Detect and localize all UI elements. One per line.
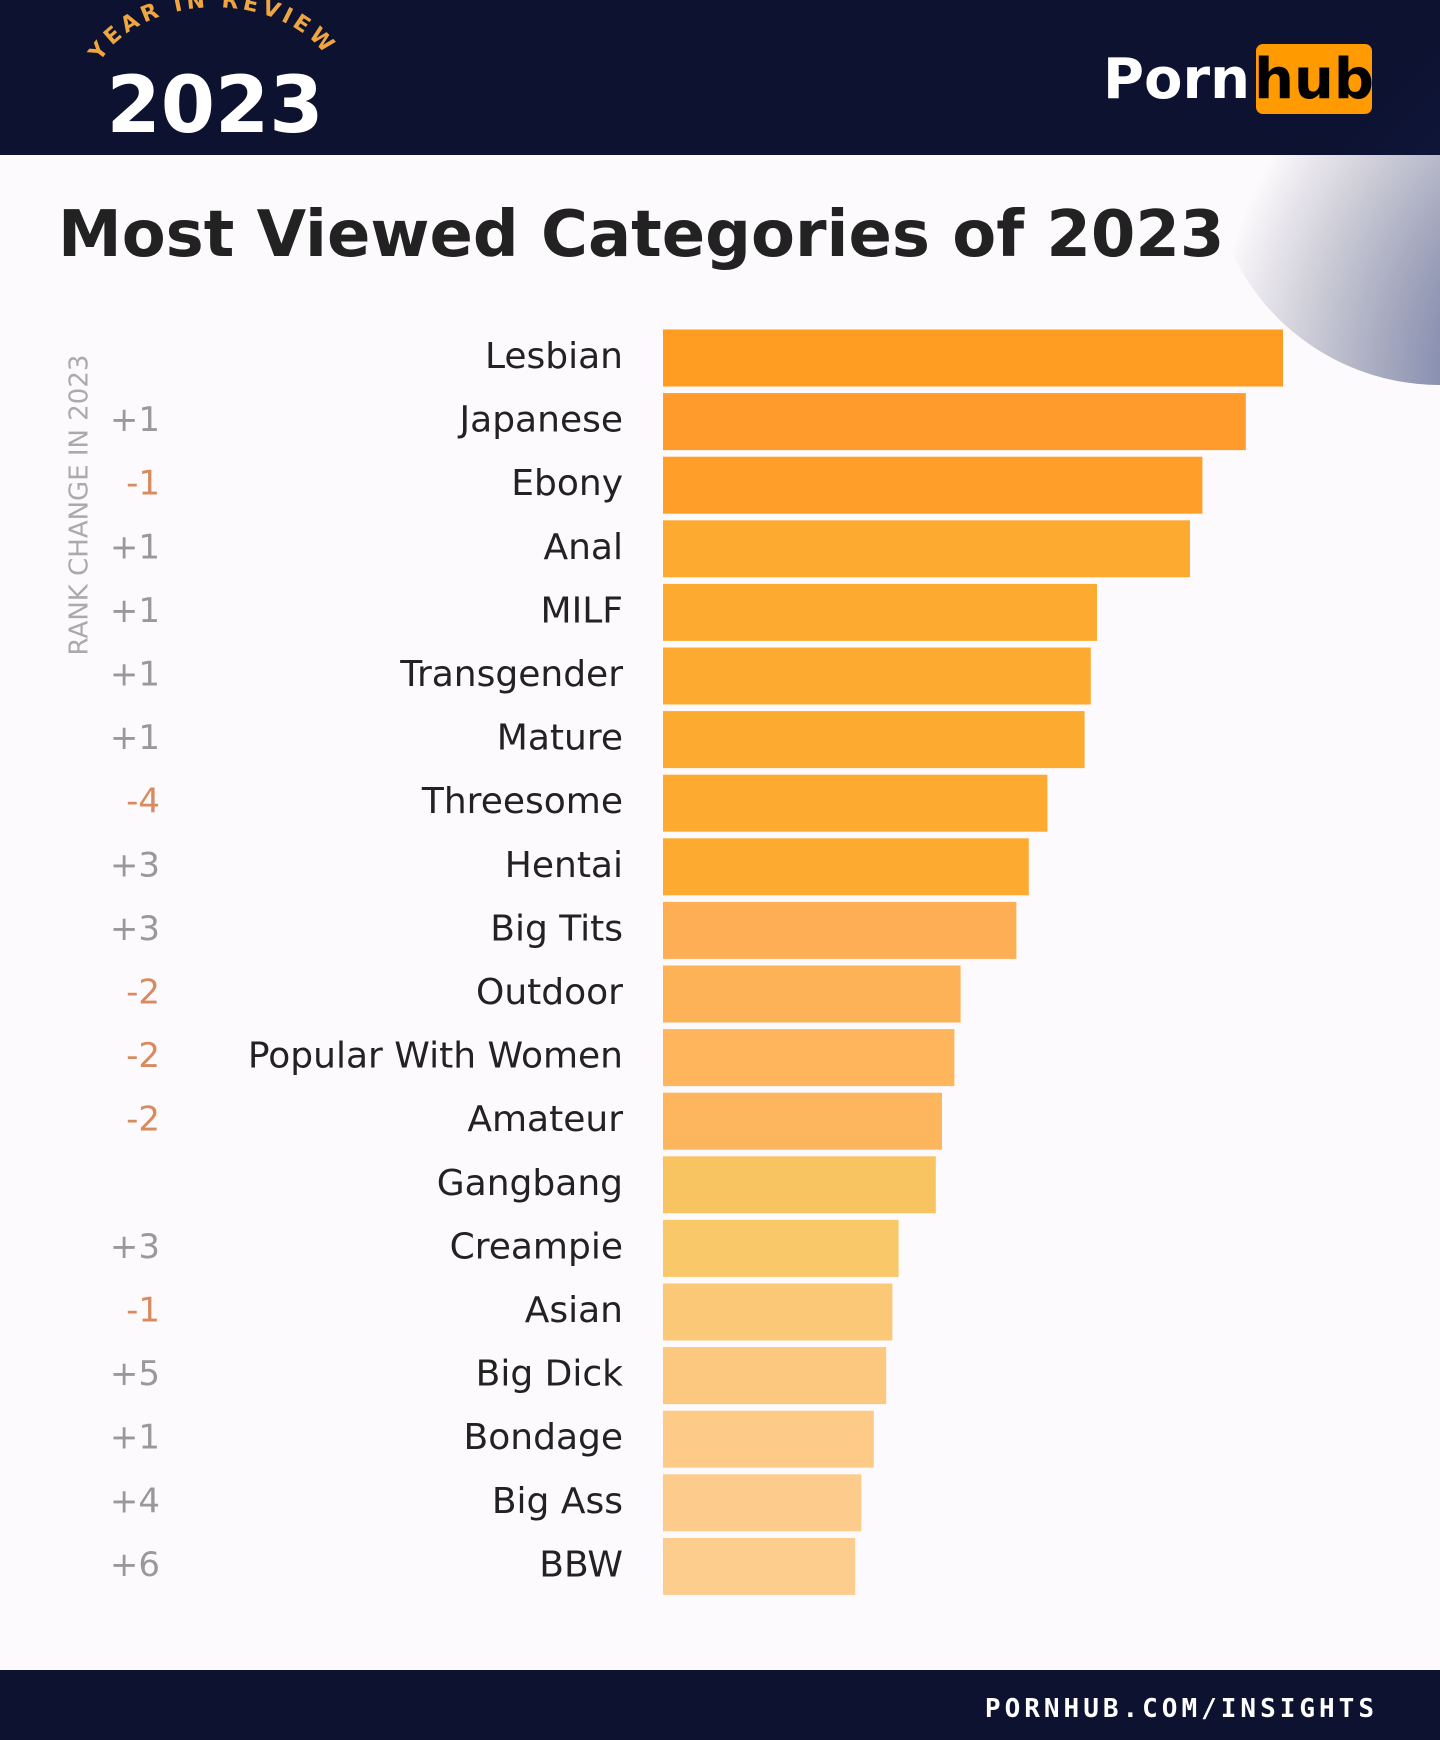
category-label: Big Tits <box>490 908 623 949</box>
rank-change: +1 <box>110 591 160 631</box>
rank-change: -2 <box>126 1036 160 1076</box>
category-label: Popular With Women <box>248 1036 623 1077</box>
bar <box>663 1347 887 1405</box>
rank-change: +3 <box>110 845 160 885</box>
rank-change: +1 <box>110 655 160 695</box>
bar <box>663 647 1091 705</box>
bar <box>663 329 1283 387</box>
bar <box>663 1156 936 1214</box>
rank-change: +6 <box>110 1545 160 1585</box>
category-label: Bondage <box>464 1417 623 1458</box>
bar <box>663 1537 856 1595</box>
footer-bg <box>0 1670 1440 1740</box>
footer-url: PORNHUB.COM/INSIGHTS <box>985 1694 1378 1724</box>
category-label: Amateur <box>467 1099 623 1140</box>
category-label: Ebony <box>511 463 623 504</box>
category-label: Anal <box>543 527 623 568</box>
bar <box>663 965 961 1023</box>
rank-change: -2 <box>126 973 160 1013</box>
rank-change: +5 <box>110 1354 160 1394</box>
bar <box>663 901 1017 959</box>
category-label: Mature <box>497 718 623 759</box>
change-axis-label: RANK CHANGE IN 2023 <box>65 355 95 656</box>
bar <box>663 1410 874 1468</box>
header-bg <box>0 0 1440 155</box>
bar <box>663 1283 893 1341</box>
bar <box>663 838 1029 896</box>
rank-change: +1 <box>110 527 160 567</box>
rank-change: -2 <box>126 1100 160 1140</box>
category-label: BBW <box>539 1544 623 1585</box>
category-label: MILF <box>541 590 623 631</box>
rank-change: +4 <box>110 1481 160 1521</box>
year: 2023 <box>106 61 323 151</box>
category-label: Threesome <box>421 781 623 822</box>
bar <box>663 520 1190 578</box>
category-label: Gangbang <box>437 1163 623 1204</box>
logo-box <box>1256 44 1372 114</box>
category-label: Japanese <box>458 400 623 441</box>
category-label: Transgender <box>399 654 623 695</box>
rank-change: +1 <box>110 400 160 440</box>
rank-change: +1 <box>110 1418 160 1458</box>
bar <box>663 583 1097 641</box>
category-label: Big Dick <box>476 1354 624 1395</box>
category-label: Creampie <box>450 1226 623 1267</box>
rank-change: +1 <box>110 718 160 758</box>
bar <box>663 1219 899 1277</box>
bar <box>663 774 1048 832</box>
bar <box>663 1474 862 1532</box>
chart-title: Most Viewed Categories of 2023 <box>58 198 1224 272</box>
bar <box>663 711 1085 769</box>
logo-left: Porn <box>1103 47 1250 112</box>
category-label: Hentai <box>505 845 623 886</box>
logo-right: hub <box>1254 47 1374 112</box>
rank-change: -4 <box>126 782 160 822</box>
category-label: Big Ass <box>492 1481 623 1522</box>
rank-change: +3 <box>110 909 160 949</box>
bar <box>663 1029 955 1087</box>
category-label: Lesbian <box>485 336 623 377</box>
rank-change: -1 <box>126 1291 160 1331</box>
rank-change: +3 <box>110 1227 160 1267</box>
bar <box>663 1092 942 1150</box>
category-label: Asian <box>525 1290 623 1331</box>
rank-change: -1 <box>126 464 160 504</box>
bar <box>663 393 1246 451</box>
bar <box>663 456 1203 514</box>
category-label: Outdoor <box>476 972 623 1013</box>
